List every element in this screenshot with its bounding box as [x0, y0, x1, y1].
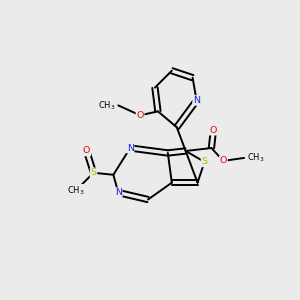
Text: O: O — [220, 156, 227, 165]
Text: O: O — [136, 111, 144, 120]
Text: S: S — [91, 168, 97, 177]
Text: S: S — [202, 158, 208, 166]
Text: CH$_3$: CH$_3$ — [247, 152, 265, 164]
Text: O: O — [83, 146, 90, 155]
Text: N: N — [115, 188, 122, 197]
Text: CH$_3$: CH$_3$ — [67, 184, 85, 197]
Text: O: O — [210, 126, 217, 135]
Text: N: N — [193, 96, 200, 105]
Text: N: N — [127, 143, 134, 152]
Text: CH$_3$: CH$_3$ — [98, 99, 115, 112]
